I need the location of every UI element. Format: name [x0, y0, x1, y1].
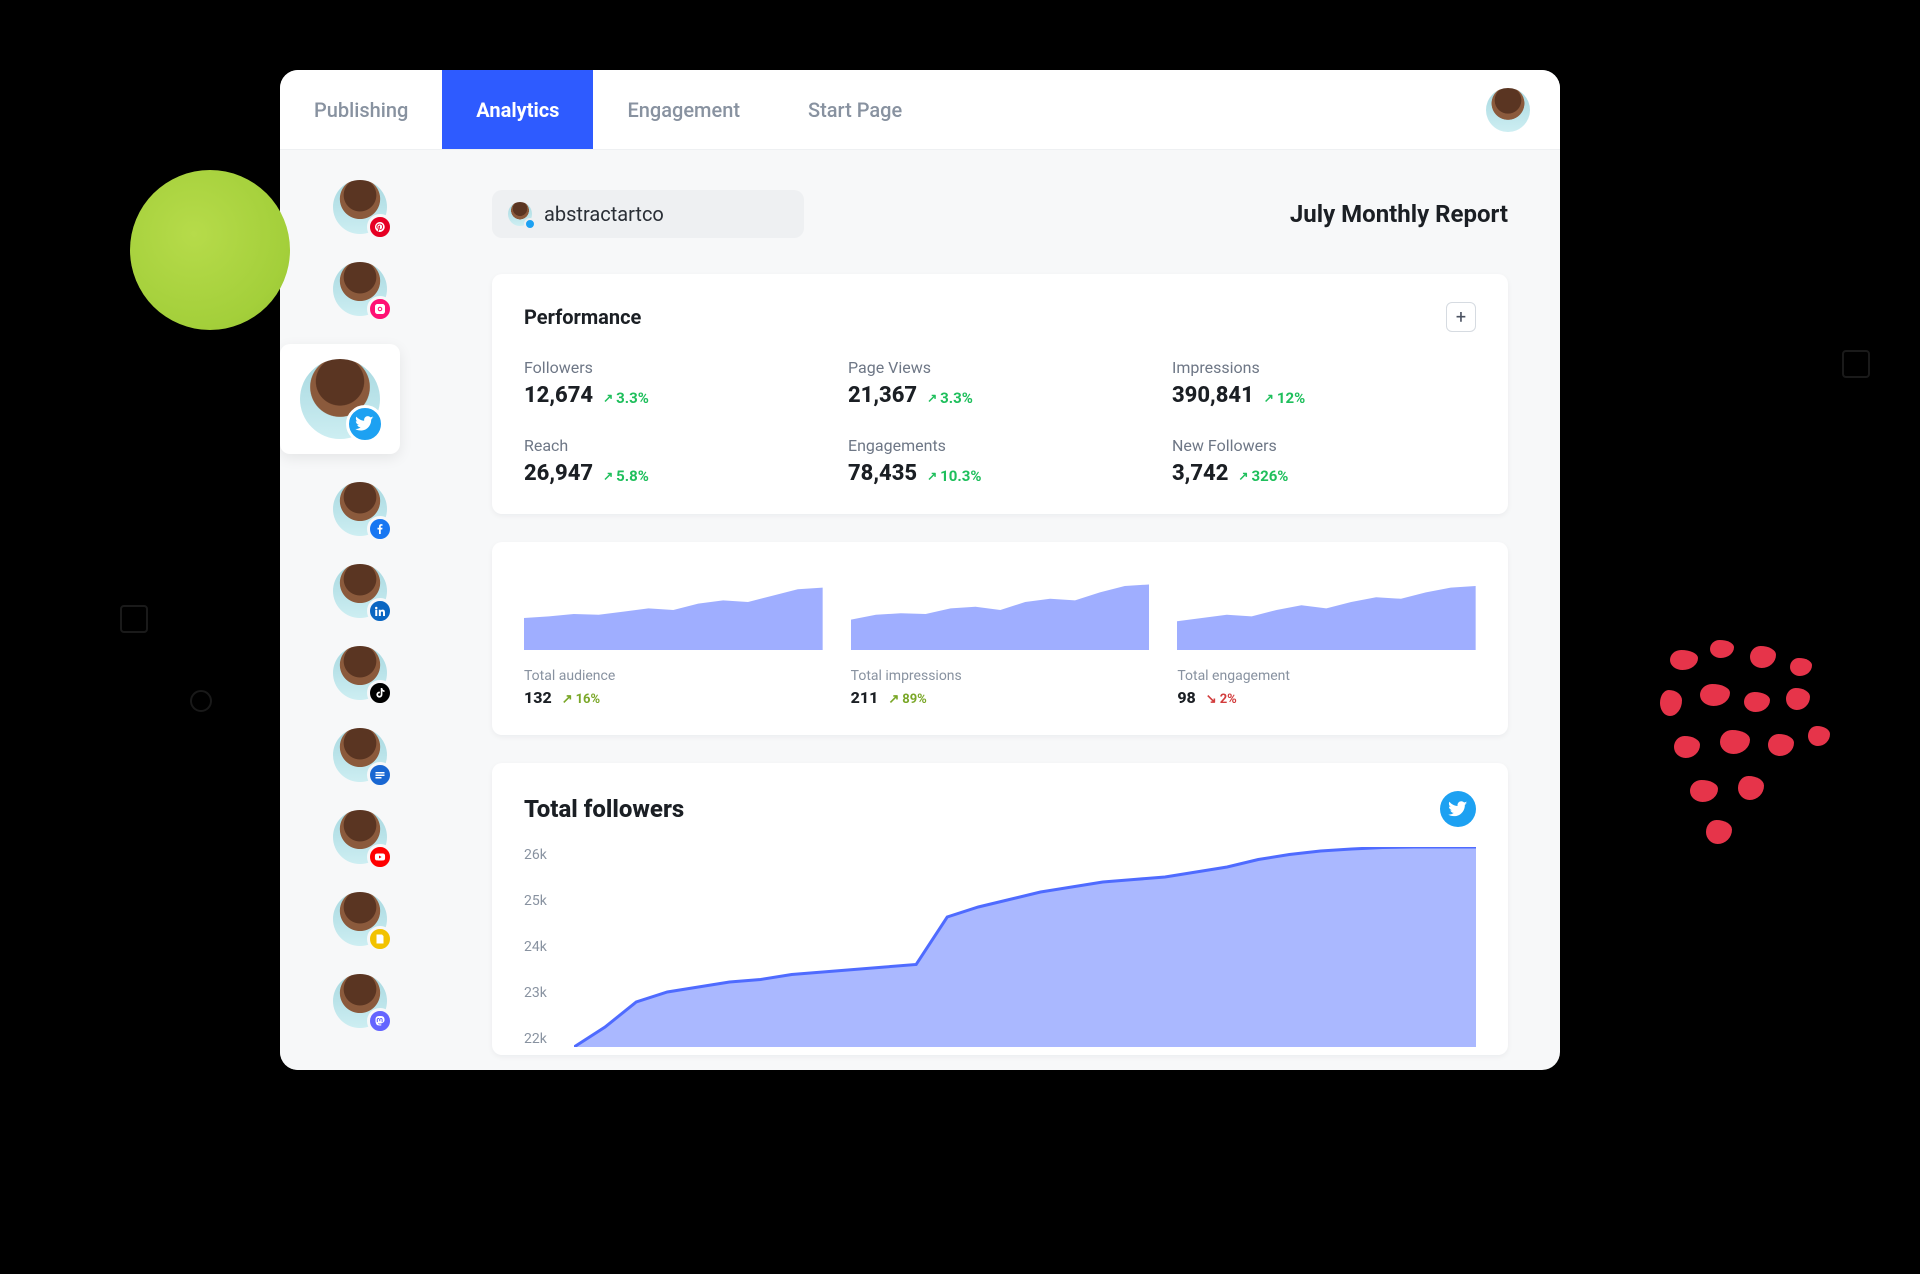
sidebar-account-youtube[interactable]: [333, 810, 387, 864]
tab-engagement[interactable]: Engagement: [593, 70, 774, 149]
decorative-square-icon: [1842, 350, 1870, 378]
metric-impressions: Impressions 390,841 ↗12%: [1172, 358, 1476, 408]
metric-page-views: Page Views 21,367 ↗3.3%: [848, 358, 1152, 408]
metric-reach: Reach 26,947 ↗5.8%: [524, 436, 828, 486]
sidebar-account-twitter[interactable]: [280, 344, 400, 454]
sidebar-account-google[interactable]: [333, 728, 387, 782]
decorative-circle-icon: [190, 690, 212, 712]
sidebar-account-instagram[interactable]: [333, 262, 387, 316]
metric-label: Followers: [524, 358, 828, 377]
metric-delta: ↗5.8%: [603, 467, 649, 485]
metric-label: Engagements: [848, 436, 1152, 455]
decorative-red-blob: [1660, 640, 1840, 860]
account-chip[interactable]: abstractartco: [492, 190, 804, 238]
account-avatar: [508, 202, 532, 226]
instagram-icon: [367, 296, 393, 322]
sidebar-account-notes[interactable]: [333, 892, 387, 946]
sparkline-label: Total engagement: [1177, 668, 1476, 684]
sparkline-delta: ↘2%: [1206, 692, 1237, 707]
metric-delta: ↗12%: [1264, 389, 1305, 407]
performance-heading: Performance: [524, 305, 641, 329]
metric-value: 390,841: [1172, 383, 1254, 408]
twitter-icon: [1440, 791, 1476, 827]
metric-label: Impressions: [1172, 358, 1476, 377]
account-handle: abstractartco: [544, 202, 664, 226]
sparkline-total-engagement: Total engagement 98 ↘2%: [1177, 570, 1476, 707]
sparkline-value: 132: [524, 688, 552, 707]
sparklines-card: Total audience 132 ↗16% Total impressions 21…: [492, 542, 1508, 735]
notes-icon: [367, 926, 393, 952]
followers-chart-title: Total followers: [524, 795, 684, 823]
metric-delta: ↗3.3%: [927, 389, 973, 407]
sidebar-account-pinterest[interactable]: [333, 180, 387, 234]
metric-engagements: Engagements 78,435 ↗10.3%: [848, 436, 1152, 486]
performance-card: Performance + Followers12,674↗3.3%Page V…: [492, 274, 1508, 514]
current-user-avatar[interactable]: [1486, 88, 1530, 132]
decorative-square-icon: [120, 605, 148, 633]
accounts-sidebar: [280, 150, 440, 1070]
metric-label: Page Views: [848, 358, 1152, 377]
google-icon: [367, 762, 393, 788]
add-metric-button[interactable]: +: [1446, 302, 1476, 332]
sparkline-label: Total audience: [524, 668, 823, 684]
sparkline-value: 98: [1177, 688, 1195, 707]
header: PublishingAnalyticsEngagementStart Page: [280, 70, 1560, 150]
metric-value: 12,674: [524, 383, 593, 408]
y-tick-label: 22k: [524, 1031, 547, 1047]
sidebar-account-tiktok[interactable]: [333, 646, 387, 700]
followers-chart-card: Total followers 26k25k24k23k22k: [492, 763, 1508, 1055]
metric-label: Reach: [524, 436, 828, 455]
metric-value: 26,947: [524, 461, 593, 486]
sidebar-account-linkedin[interactable]: [333, 564, 387, 618]
mastodon-icon: [367, 1008, 393, 1034]
twitter-icon: [346, 405, 384, 443]
y-tick-label: 26k: [524, 847, 547, 863]
y-tick-label: 23k: [524, 985, 547, 1001]
tab-publishing[interactable]: Publishing: [280, 70, 442, 149]
sparkline-delta: ↗16%: [562, 692, 600, 707]
metric-delta: ↗326%: [1238, 467, 1288, 485]
followers-chart: 26k25k24k23k22k: [574, 847, 1476, 1047]
sidebar-account-facebook[interactable]: [333, 482, 387, 536]
main-content: abstractartco July Monthly Report Perfor…: [440, 150, 1560, 1070]
metric-delta: ↗10.3%: [927, 467, 981, 485]
metric-label: New Followers: [1172, 436, 1476, 455]
sparkline-value: 211: [851, 688, 879, 707]
metric-value: 21,367: [848, 383, 917, 408]
sparkline-total-audience: Total audience 132 ↗16%: [524, 570, 823, 707]
metric-new-followers: New Followers 3,742 ↗326%: [1172, 436, 1476, 486]
report-title: July Monthly Report: [1290, 200, 1508, 228]
tab-analytics[interactable]: Analytics: [442, 70, 593, 149]
linkedin-icon: [367, 598, 393, 624]
app-frame: PublishingAnalyticsEngagementStart Page …: [280, 70, 1560, 1070]
metric-delta: ↗3.3%: [603, 389, 649, 407]
twitter-icon: [524, 218, 536, 230]
decorative-green-blob: [130, 170, 290, 330]
sparkline-delta: ↗89%: [888, 692, 926, 707]
y-tick-label: 25k: [524, 893, 547, 909]
metric-value: 78,435: [848, 461, 917, 486]
sparkline-label: Total impressions: [851, 668, 1150, 684]
metric-followers: Followers 12,674 ↗3.3%: [524, 358, 828, 408]
sparkline-total-impressions: Total impressions 211 ↗89%: [851, 570, 1150, 707]
metric-value: 3,742: [1172, 461, 1228, 486]
tiktok-icon: [367, 680, 393, 706]
facebook-icon: [367, 516, 393, 542]
sidebar-account-mastodon[interactable]: [333, 974, 387, 1028]
y-tick-label: 24k: [524, 939, 547, 955]
youtube-icon: [367, 844, 393, 870]
pinterest-icon: [367, 214, 393, 240]
tab-start-page[interactable]: Start Page: [774, 70, 936, 149]
